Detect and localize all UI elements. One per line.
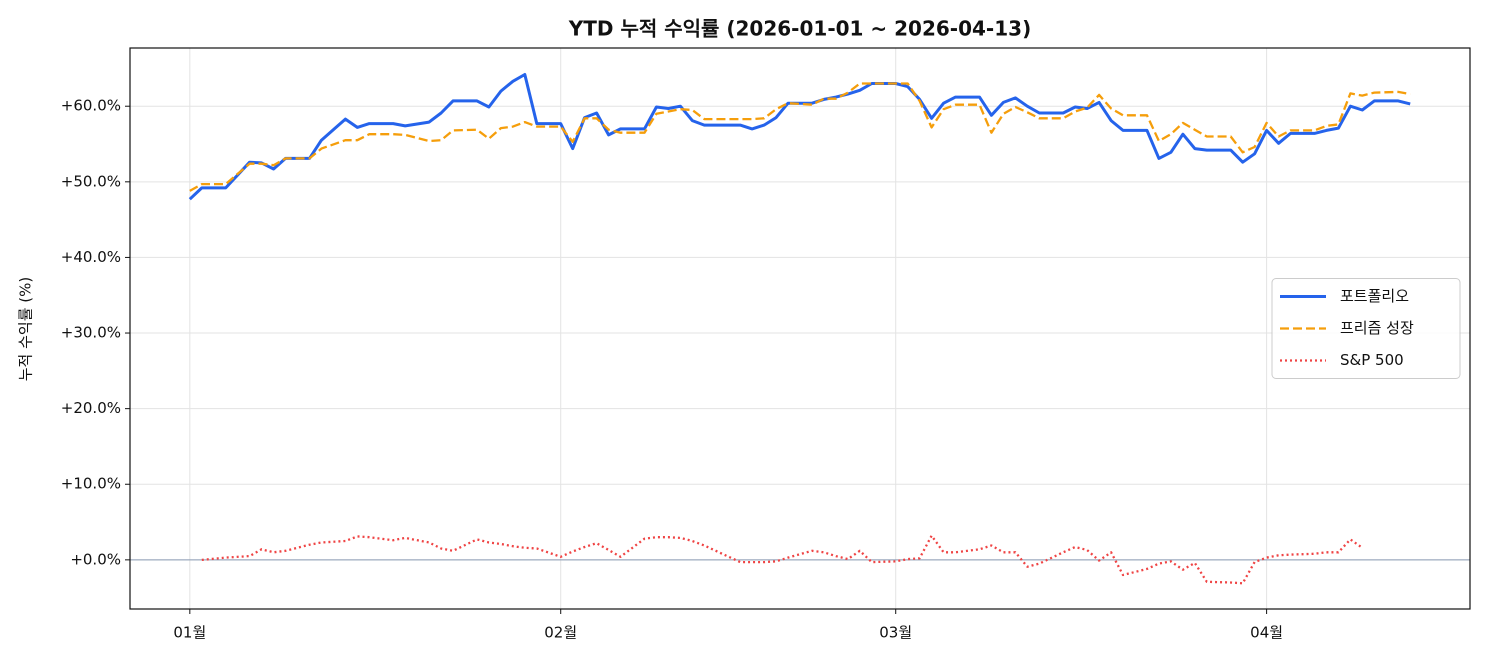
legend-label: S&P 500 [1340,351,1404,369]
y-tick-label: +60.0% [61,97,121,115]
x-tick-label: 03월 [879,624,912,642]
legend-box [1271,278,1461,379]
chart-title: YTD 누적 수익률 (2026-01-01 ~ 2026-04-13) [568,17,1031,41]
series-line [189,82,1411,192]
y-tick-label: +40.0% [61,248,121,266]
y-tick-label: +10.0% [61,475,121,493]
x-tick-label: 01월 [173,624,206,642]
legend-label: 포트폴리오 [1340,287,1409,305]
y-tick-label: +50.0% [61,172,121,190]
legend-label: 프리즘 성장 [1340,319,1414,337]
plot-frame [129,47,1471,610]
x-tick-label: 04월 [1250,624,1283,642]
y-axis-label: 누적 수익률 (%) [17,277,35,382]
y-tick-label: +0.0% [70,550,121,568]
y-tick-label: +20.0% [61,399,121,417]
series-line [201,534,1363,585]
series-line [188,73,1411,201]
y-tick-label: +30.0% [61,324,121,342]
x-tick-label: 02월 [544,624,577,642]
